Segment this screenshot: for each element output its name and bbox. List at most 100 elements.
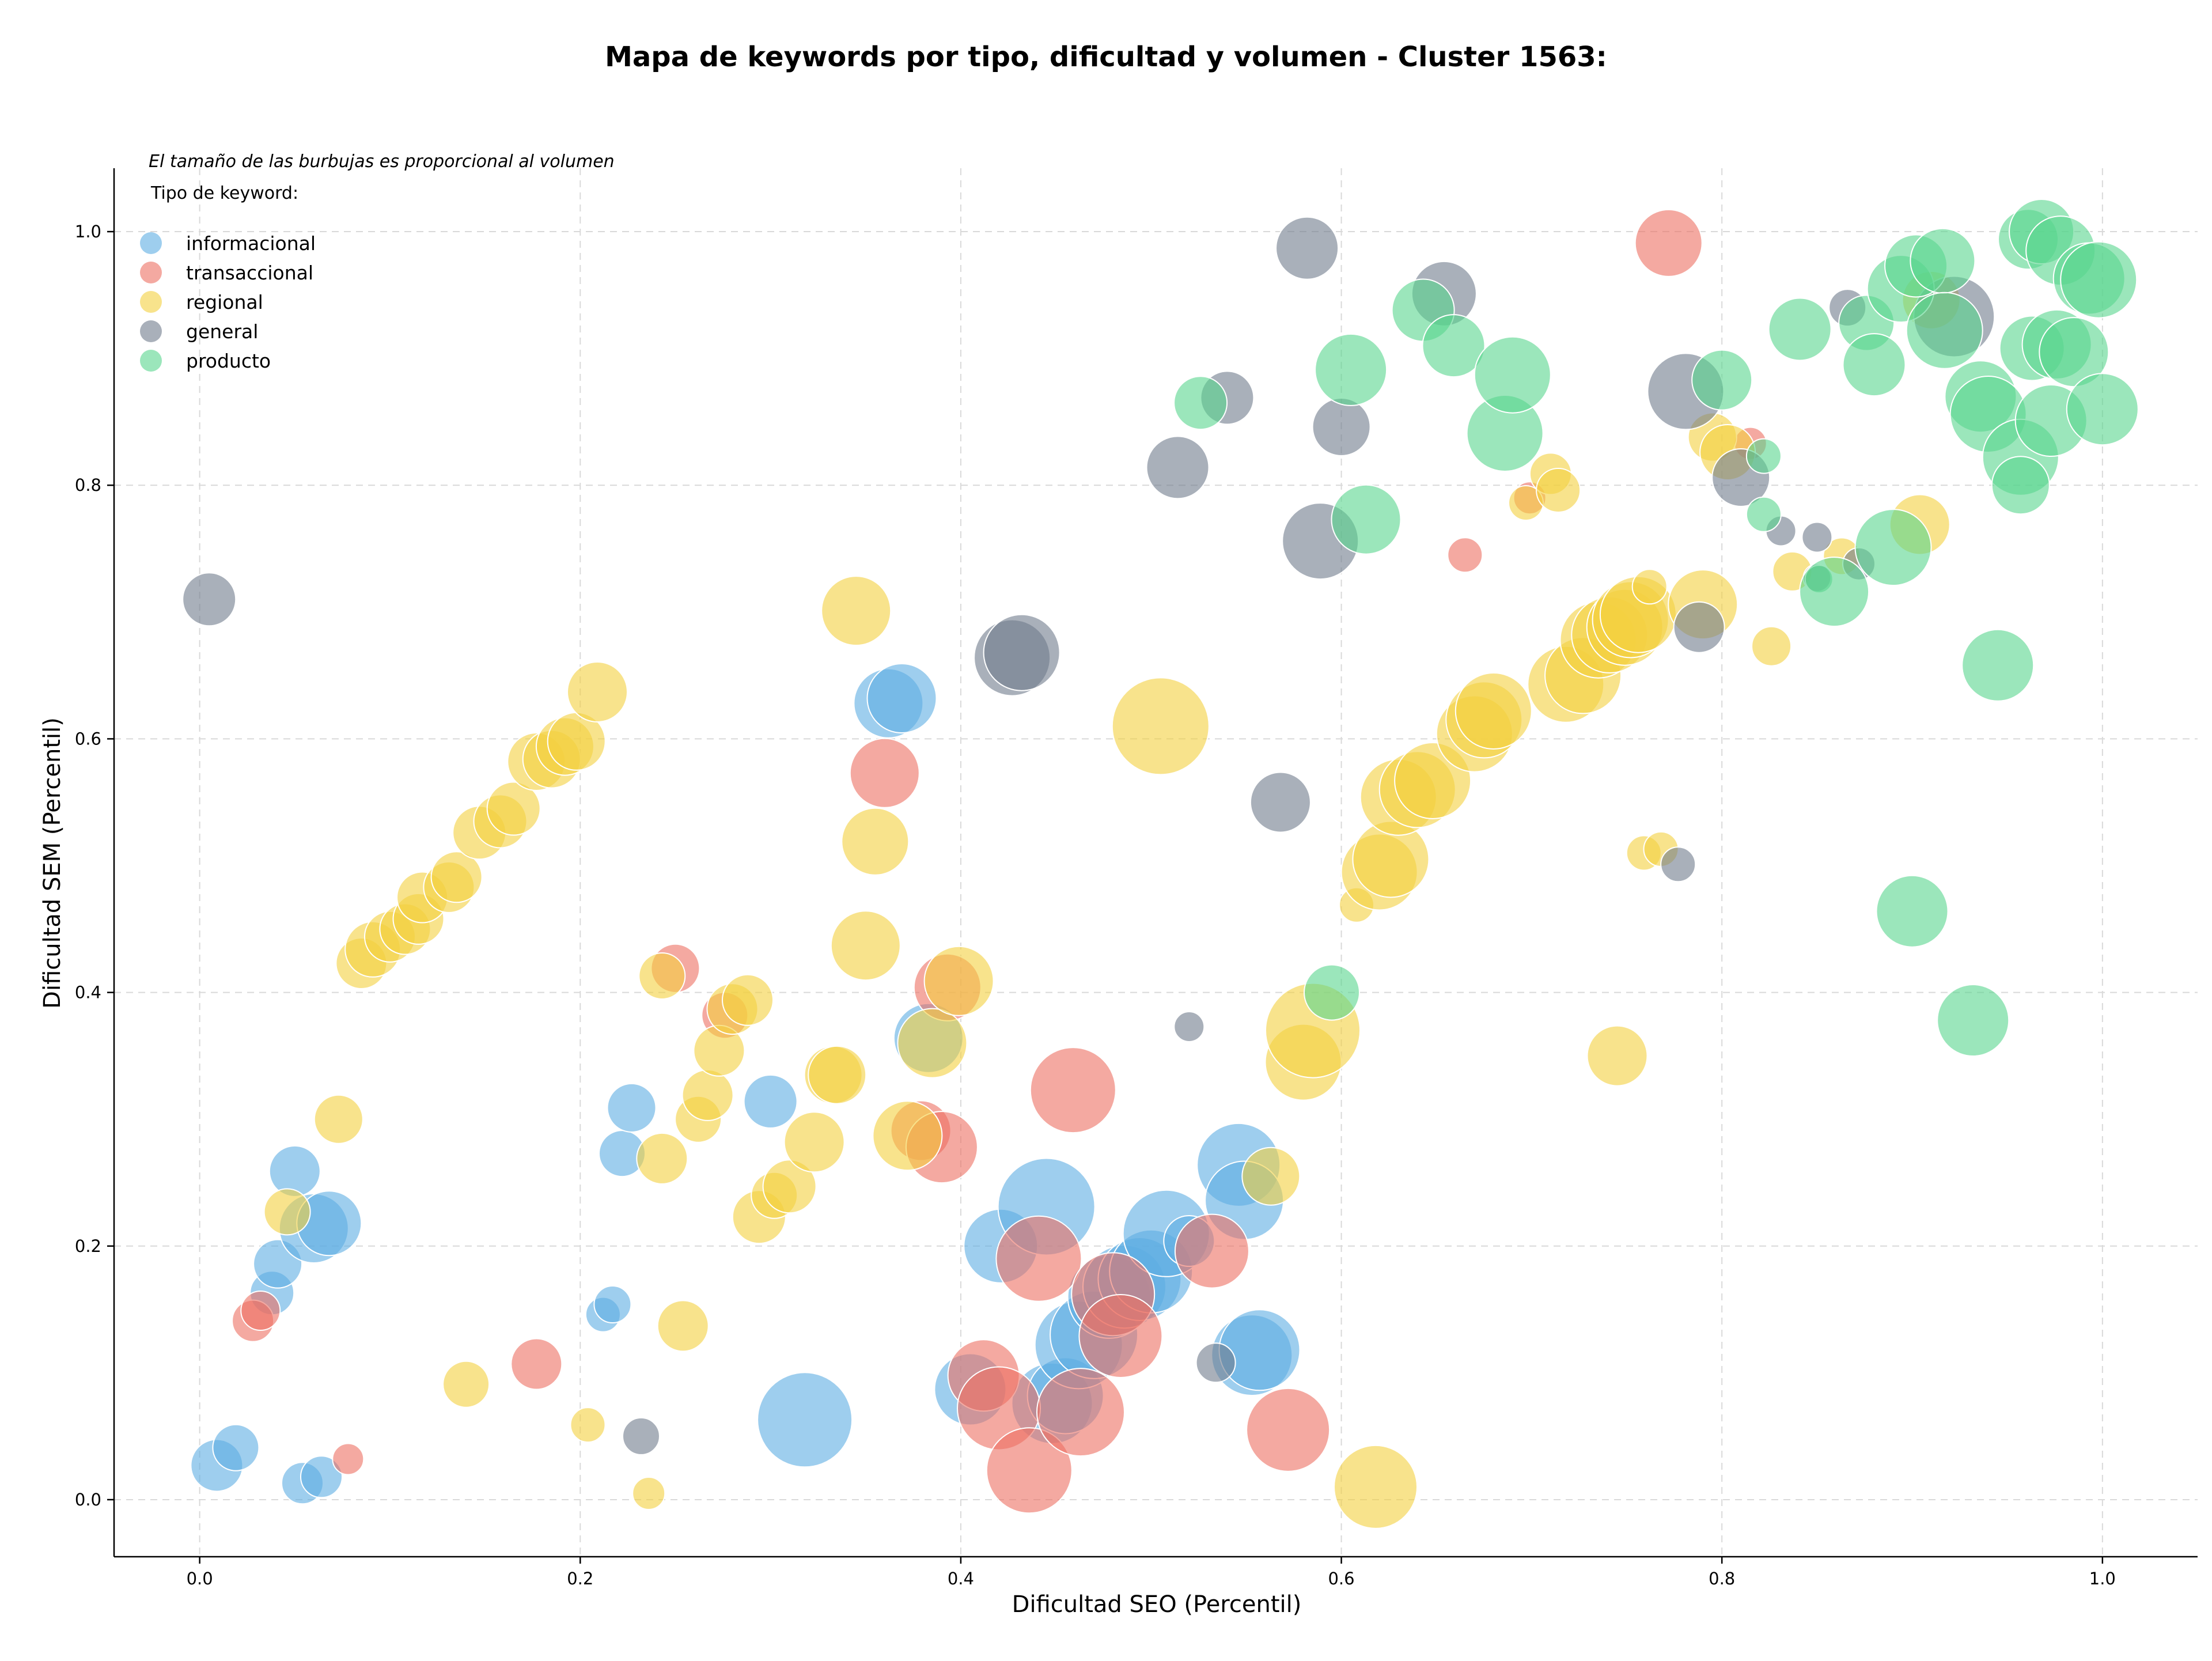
legend-label-regional: regional [186,291,263,313]
bubble-regional [1631,569,1668,605]
bubble-regional [808,1045,867,1104]
bubble-regional [722,974,774,1026]
bubble-producto [1691,349,1753,411]
bubble-regional [923,945,994,1016]
x-tick-label: 0.4 [948,1569,974,1588]
y-tick-label: 0.4 [75,983,101,1002]
bubble-regional [1334,1444,1418,1529]
bubble-producto [1876,875,1949,948]
legend-label-informacional: informacional [186,232,316,255]
bubble-regional [567,661,628,722]
bubble-producto [1474,336,1551,414]
bubble-transaccional [510,1338,563,1390]
y-tick-label: 0.2 [75,1236,101,1256]
x-tick-label: 1.0 [2089,1569,2116,1588]
bubble-transaccional [986,1427,1073,1514]
bubble-regional [1751,626,1792,667]
bubble-general [1801,521,1833,553]
bubble-regional [313,1094,363,1144]
chart-title: Mapa de keywords por tipo, dificultad y … [605,41,1607,73]
bubble-general [983,614,1060,691]
bubble-informacional [743,1074,798,1129]
legend-marker-informacional [140,232,162,254]
x-tick-label: 0.6 [1328,1569,1354,1588]
bubble-general [1275,216,1339,280]
bubble-regional [632,1477,666,1510]
bubble-regional [263,1188,311,1236]
y-tick-label: 0.8 [75,475,101,495]
y-tick-label: 0.6 [75,729,101,748]
legend-marker-general [140,320,162,342]
legend-items: informacional transaccional regional genera… [140,232,316,372]
legend-label-general: general [186,320,258,343]
bubble-transaccional [995,1215,1082,1302]
bubble-transaccional [1447,537,1483,573]
bubble-producto [1745,438,1782,474]
bubble-transaccional [240,1291,281,1331]
bubble-informacional [212,1424,260,1471]
bubble-regional [1111,677,1210,775]
bubble-producto [1799,557,1870,627]
bubble-regional [1536,468,1581,513]
bubble-producto [1768,297,1832,361]
bubble-general [1173,1011,1205,1042]
y-tick-label: 0.0 [75,1490,101,1509]
bubble-regional [1241,1147,1301,1206]
bubble-producto [1331,484,1402,555]
bubble-producto [1854,509,1932,587]
bubble-regional [681,1069,734,1121]
bubble-producto [1842,333,1906,397]
bubble-general [1660,846,1696,883]
bubble-general [1146,436,1210,500]
bubble-transaccional [1246,1387,1331,1472]
bubble-general [1195,1342,1236,1383]
bubble-regional [1586,1025,1648,1087]
bubble-regional [841,807,910,876]
bubble-general [1249,771,1311,833]
legend-label-transaccional: transaccional [186,262,313,284]
legend-marker-regional [140,291,162,313]
legend-marker-producto [140,350,162,372]
bubble-general [622,1417,660,1455]
x-axis-label: Dificultad SEO (Percentil) [1012,1591,1302,1618]
bubble-regional [638,952,686,1000]
bubble-regional [762,1159,817,1214]
bubble-producto [1745,496,1782,532]
bubble-layer [182,199,2139,1529]
x-tick-label: 0.8 [1709,1569,1735,1588]
bubble-producto [1173,376,1228,430]
bubble-informacional [268,1145,321,1197]
bubble-producto [1422,314,1486,378]
bubble-regional [872,1100,943,1171]
bubble-producto [1304,964,1360,1021]
bubble-regional [821,576,892,646]
bubble-producto [2060,241,2138,319]
bubble-informacional [300,1455,343,1499]
bubble-regional [430,851,483,903]
bubble-regional [657,1300,709,1352]
bubble-informacional [607,1083,657,1133]
bubble-informacional [866,663,937,733]
bubble-informacional [757,1372,853,1468]
bubble-informacional [593,1285,632,1323]
legend-marker-transaccional [140,262,162,283]
y-tick-label: 1.0 [75,222,101,241]
bubble-producto [1906,292,1983,369]
bubble-transaccional [1078,1294,1163,1378]
bubble-producto [1961,629,2035,702]
legend: El tamaño de las burbujas es proporciona… [140,152,615,372]
bubble-producto [2039,317,2109,388]
bubble-general [1312,398,1371,456]
legend-label-producto: producto [186,350,271,372]
y-axis-label: Dificultad SEM (Percentil) [39,717,66,1009]
bubble-regional [486,781,541,836]
bubble-general [182,572,237,627]
bubble-transaccional [849,737,920,808]
bubble-regional [830,910,901,981]
bubble-producto [1991,456,2050,515]
bubble-general [1673,601,1725,653]
series-producto [1173,199,2139,1057]
x-tick-label: 0.0 [187,1569,213,1588]
bubble-producto [2066,373,2139,446]
